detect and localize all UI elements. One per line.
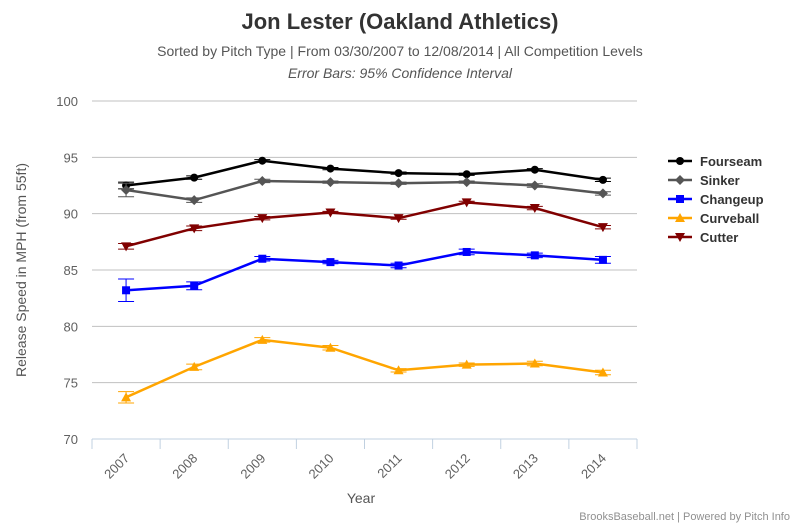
legend-item-fourseam[interactable]: Fourseam	[668, 154, 762, 169]
data-point	[530, 251, 539, 260]
data-point	[258, 254, 267, 263]
data-point	[675, 175, 685, 185]
x-tick-label: 2010	[306, 451, 337, 482]
series-line	[125, 338, 604, 399]
data-point	[121, 392, 132, 402]
data-point	[122, 286, 131, 295]
series-cutter	[118, 198, 611, 252]
data-point	[325, 342, 336, 352]
x-tick-label: 2014	[578, 451, 609, 482]
series-fourseam	[118, 156, 611, 190]
credit-text[interactable]: BrooksBaseball.net | Powered by Pitch In…	[579, 511, 790, 523]
x-tick-label: 2008	[169, 451, 200, 482]
y-tick-label: 100	[56, 94, 78, 109]
data-point	[529, 204, 540, 214]
legend-item-curveball[interactable]: Curveball	[668, 211, 759, 226]
y-tick-label: 70	[64, 432, 78, 447]
series-line	[125, 159, 604, 187]
series-line	[125, 201, 604, 248]
data-point	[394, 261, 403, 270]
legend: Fourseam Sinker Changeup Curveball Cutter	[668, 154, 764, 245]
data-point	[598, 255, 607, 264]
legend-label: Curveball	[700, 211, 759, 226]
data-point	[675, 233, 685, 242]
data-point	[257, 214, 268, 224]
x-axis: 2007 2008 2009 2010 2011 2012 2013 2014	[91, 438, 638, 482]
data-point	[393, 214, 404, 224]
data-point	[393, 178, 404, 189]
chart-subtitle-error-bars: Error Bars: 95% Confidence Interval	[288, 65, 513, 81]
legend-item-cutter[interactable]: Cutter	[668, 230, 738, 245]
data-point	[189, 195, 200, 206]
x-tick-label: 2011	[374, 451, 404, 481]
data-point	[326, 258, 335, 267]
data-point	[462, 247, 471, 256]
series-curveball	[118, 334, 611, 404]
y-tick-label: 90	[64, 207, 78, 222]
legend-item-sinker[interactable]: Sinker	[668, 173, 740, 188]
data-point	[325, 208, 336, 218]
series-line	[125, 250, 604, 292]
data-point	[258, 156, 267, 165]
data-point	[597, 188, 608, 199]
data-point	[394, 169, 403, 178]
legend-label: Sinker	[700, 173, 740, 188]
data-point	[121, 185, 132, 196]
chart-subtitle: Sorted by Pitch Type | From 03/30/2007 t…	[157, 43, 643, 59]
data-point	[257, 334, 268, 344]
y-axis-ticks: 70 75 80 85 90 95 100	[56, 94, 78, 447]
data-point	[597, 367, 608, 377]
data-point	[190, 281, 199, 290]
legend-item-changeup[interactable]: Changeup	[668, 192, 764, 207]
x-tick-label: 2009	[237, 451, 268, 482]
x-tick-label: 2013	[510, 451, 541, 482]
data-point	[325, 177, 336, 188]
y-tick-label: 85	[64, 263, 78, 278]
series-line	[125, 179, 604, 202]
data-point	[676, 195, 684, 203]
y-tick-label: 95	[64, 150, 78, 165]
data-point	[461, 359, 472, 369]
data-point	[529, 180, 540, 191]
x-axis-title: Year	[347, 490, 376, 506]
data-point	[597, 223, 608, 233]
data-point	[189, 361, 200, 371]
x-tick-label: 2007	[101, 451, 132, 482]
data-point	[121, 242, 132, 252]
data-point	[598, 175, 607, 184]
y-tick-label: 80	[64, 319, 78, 334]
y-tick-label: 75	[64, 376, 78, 391]
data-point	[189, 224, 200, 234]
data-point	[461, 177, 472, 188]
data-point	[190, 173, 199, 182]
series-sinker	[118, 175, 611, 206]
data-point	[326, 164, 335, 173]
chart-title: Jon Lester (Oakland Athletics)	[241, 9, 558, 34]
legend-label: Changeup	[700, 192, 764, 207]
data-point	[530, 165, 539, 174]
data-point	[393, 365, 404, 375]
data-point	[675, 213, 685, 222]
x-tick-label: 2012	[442, 451, 473, 482]
data-point	[461, 198, 472, 208]
data-point	[529, 358, 540, 368]
y-axis-title: Release Speed in MPH (from 55ft)	[13, 163, 29, 377]
legend-label: Fourseam	[700, 154, 762, 169]
plot-series	[118, 156, 611, 404]
grid	[92, 100, 637, 384]
data-point	[676, 157, 684, 165]
data-point	[462, 170, 471, 179]
data-point	[257, 175, 268, 186]
legend-label: Cutter	[700, 230, 738, 245]
series-changeup	[118, 247, 611, 303]
